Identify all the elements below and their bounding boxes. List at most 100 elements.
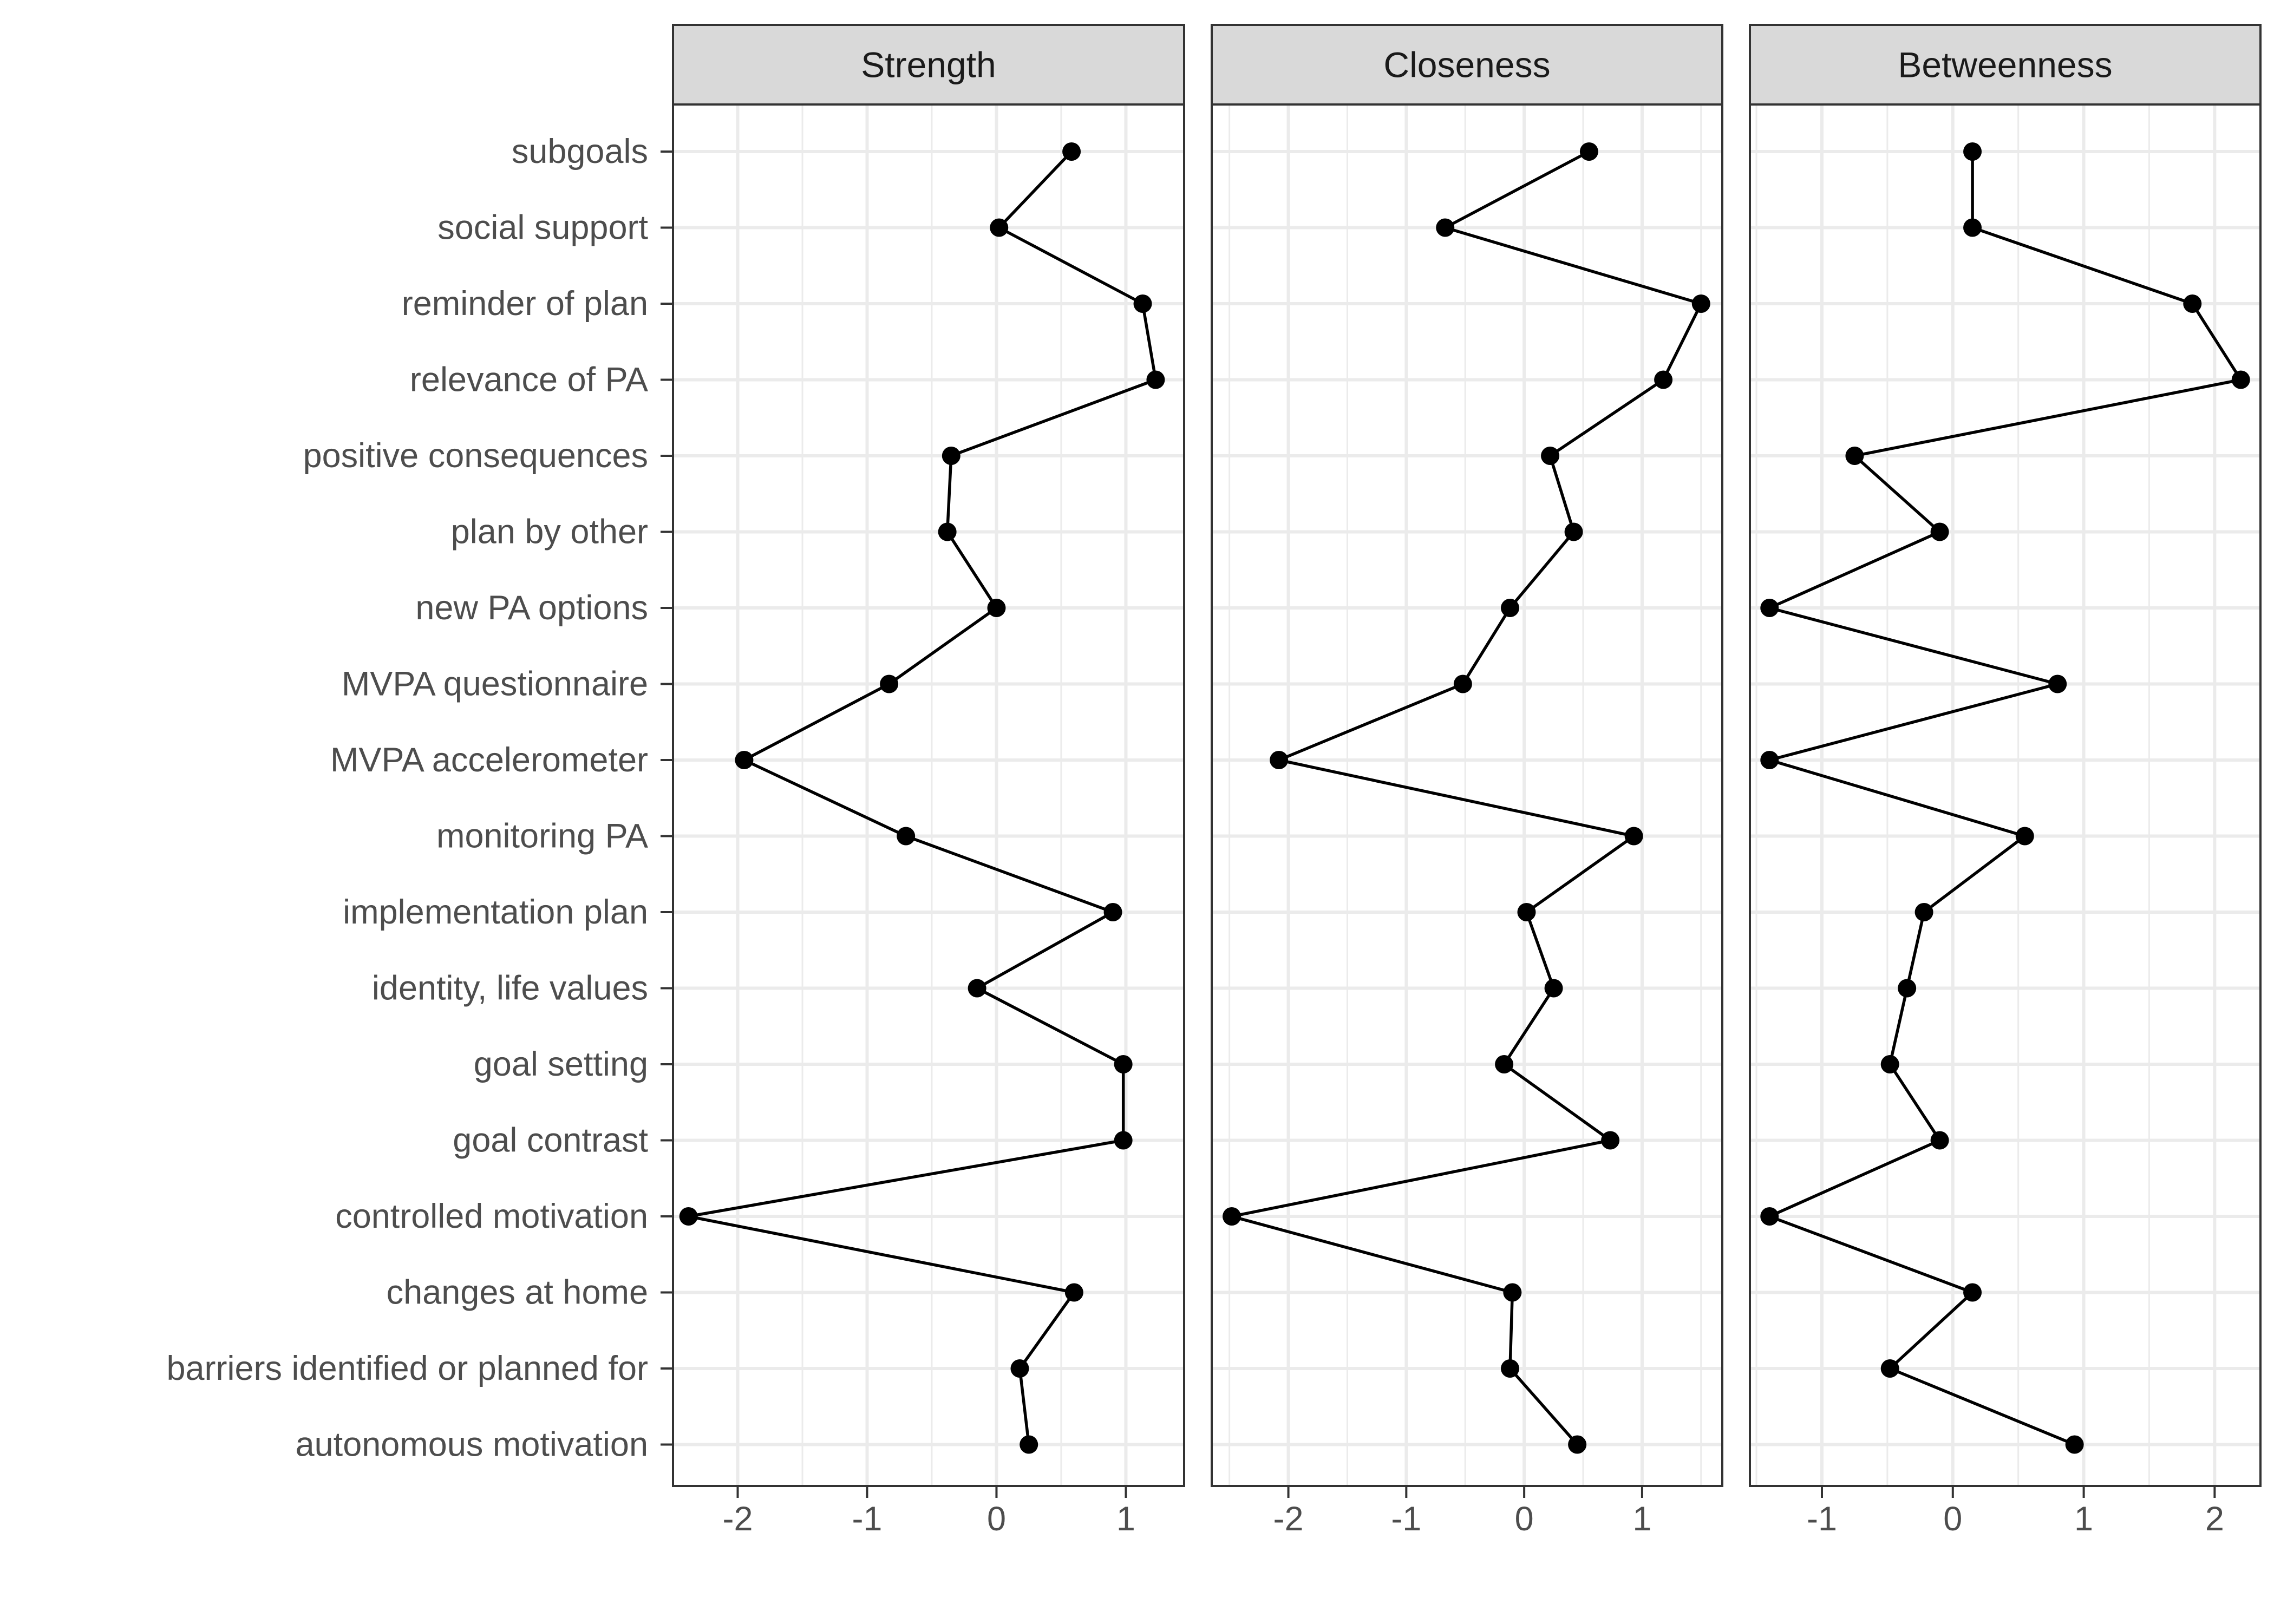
x-tick-label: 1 <box>2074 1500 2093 1538</box>
x-tick-label: -2 <box>1273 1500 1304 1538</box>
data-point <box>1223 1207 1241 1226</box>
y-tick-label: implementation plan <box>343 893 648 931</box>
y-tick-label: identity, life values <box>372 970 648 1007</box>
x-tick-label: 1 <box>1632 1500 1651 1538</box>
x-tick-label: 2 <box>2205 1500 2224 1538</box>
data-point <box>1453 675 1472 693</box>
data-point <box>987 599 1006 617</box>
data-point <box>1103 903 1122 921</box>
y-axis-labels: subgoals social support reminder of plan re… <box>166 133 673 1464</box>
y-tick-label: monitoring PA <box>436 817 648 855</box>
data-point <box>1963 142 1982 161</box>
y-tick-label: social support <box>437 209 648 247</box>
panel-title: Betweenness <box>1898 45 2112 85</box>
data-point <box>1568 1435 1587 1454</box>
data-point <box>2183 294 2202 313</box>
y-tick-label: MVPA questionnaire <box>342 665 648 703</box>
y-tick-label: autonomous motivation <box>296 1426 648 1464</box>
data-point <box>1146 370 1165 389</box>
data-point <box>1880 1359 1899 1378</box>
y-tick-label: goal contrast <box>453 1122 648 1160</box>
panel-title: Closeness <box>1383 45 1550 85</box>
series-line <box>1768 152 2243 1446</box>
data-point <box>1020 1435 1038 1454</box>
data-point <box>1601 1131 1620 1150</box>
data-point <box>1010 1359 1029 1378</box>
y-tick-label: changes at home <box>387 1274 648 1312</box>
panel-border <box>1211 103 1723 1487</box>
x-tick-label: 0 <box>987 1500 1006 1538</box>
panel-betweenness: Betweenness -1 0 1 2 <box>1749 24 2262 1538</box>
data-point <box>1691 294 1710 313</box>
data-point <box>1062 142 1081 161</box>
x-tick-label: 1 <box>1116 1500 1135 1538</box>
x-tick-label: 0 <box>1515 1500 1534 1538</box>
data-point <box>1963 1283 1982 1302</box>
data-point <box>1845 447 1864 465</box>
panel-title: Strength <box>861 45 996 85</box>
panel-strength: Strength -2 -1 0 1 <box>672 24 1185 1538</box>
data-point <box>1503 1283 1522 1302</box>
y-tick-label: new PA options <box>415 589 648 627</box>
y-tick-label: relevance of PA <box>410 361 648 399</box>
y-tick-label: subgoals <box>512 133 648 171</box>
series-line <box>687 150 1158 1445</box>
panel-closeness: Closeness -2 -1 0 1 <box>1211 24 1723 1538</box>
y-tick-label: goal setting <box>474 1045 648 1083</box>
data-point <box>1898 979 1917 998</box>
data-point <box>1114 1131 1133 1150</box>
data-point <box>1624 827 1643 846</box>
x-tick-label: -1 <box>1807 1500 1837 1538</box>
x-tick-label: 0 <box>1943 1500 1962 1538</box>
data-point <box>1114 1055 1133 1073</box>
data-point <box>880 675 899 693</box>
x-tick-label: -1 <box>1391 1500 1421 1538</box>
data-point <box>1760 751 1779 769</box>
data-point <box>1436 218 1455 237</box>
data-point <box>1270 751 1289 769</box>
data-point <box>2015 827 2034 846</box>
data-point <box>1500 1359 1519 1378</box>
data-point <box>1760 599 1779 617</box>
strip-header <box>672 24 1185 106</box>
data-point <box>1930 1131 1949 1150</box>
panel-border <box>672 103 1185 1487</box>
data-point <box>1541 447 1560 465</box>
panel-background <box>673 104 1184 1486</box>
data-point <box>1500 599 1519 617</box>
data-point <box>1914 903 1933 921</box>
data-point <box>735 751 754 769</box>
data-point <box>2048 675 2067 693</box>
data-point <box>1495 1055 1514 1073</box>
data-point <box>1064 1283 1083 1302</box>
x-tick-label: -2 <box>722 1500 753 1538</box>
y-tick-label: controlled motivation <box>335 1197 648 1235</box>
y-tick-label: MVPA accelerometer <box>330 741 648 779</box>
series-line <box>1230 150 1703 1446</box>
data-point <box>1564 522 1583 541</box>
data-point <box>1544 979 1563 998</box>
panel-background <box>1750 104 2260 1486</box>
x-tick-label: -1 <box>852 1500 882 1538</box>
data-point <box>990 218 1009 237</box>
data-point <box>1963 218 1982 237</box>
strip-header <box>1211 24 1723 106</box>
y-tick-label: plan by other <box>451 513 648 551</box>
data-point <box>1133 294 1152 313</box>
data-point <box>679 1207 698 1226</box>
data-point <box>968 979 986 998</box>
panel-border <box>1749 103 2262 1487</box>
y-tick-label: reminder of plan <box>402 285 648 323</box>
data-point <box>942 447 960 465</box>
data-point <box>1517 903 1536 921</box>
data-point <box>1930 522 1949 541</box>
panel-background <box>1212 104 1722 1486</box>
data-point <box>2065 1435 2084 1454</box>
data-point <box>2231 370 2250 389</box>
data-point <box>1579 142 1598 161</box>
strip-header <box>1749 24 2262 106</box>
data-point <box>897 827 916 846</box>
y-tick-label: positive consequences <box>303 437 648 475</box>
